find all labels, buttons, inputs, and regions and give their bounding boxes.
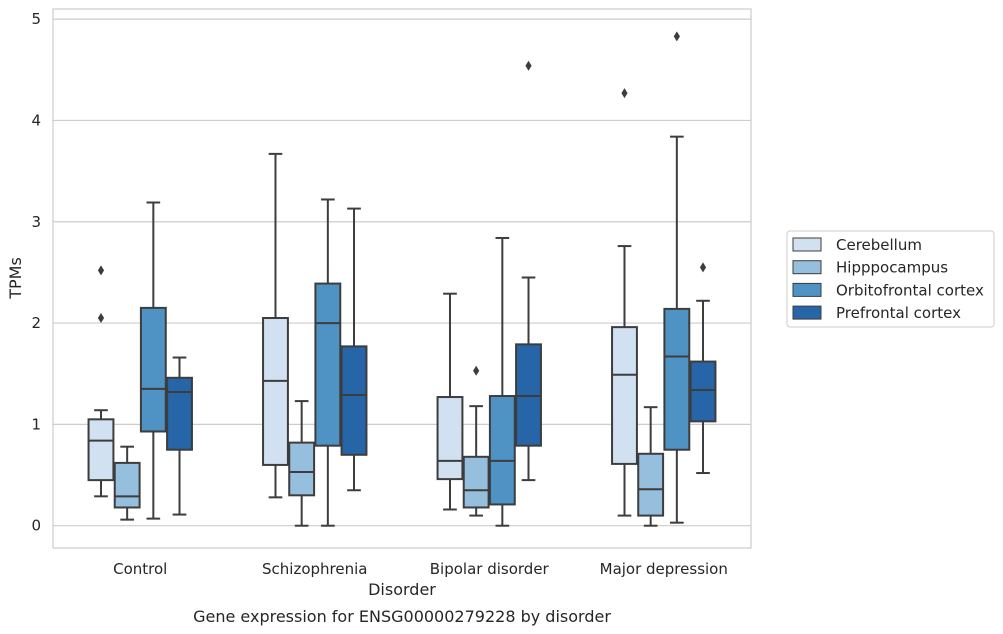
box-3-3 xyxy=(689,262,717,475)
box-3-1 xyxy=(340,207,368,492)
x-tick-label: Schizophrenia xyxy=(262,560,367,578)
legend-swatch xyxy=(792,282,822,297)
box-0-3 xyxy=(611,88,638,517)
box-iqr xyxy=(139,306,167,433)
y-tick-label: 0 xyxy=(31,517,41,535)
box-iqr xyxy=(689,360,717,423)
legend-label: Orbitofrontal cortex xyxy=(836,281,984,299)
legend-label: Hipppocampus xyxy=(836,259,948,277)
box-iqr xyxy=(488,395,516,506)
x-axis-label: Disorder xyxy=(368,580,436,599)
box-iqr xyxy=(515,343,542,447)
legend-swatch xyxy=(792,260,822,275)
box-3-2 xyxy=(515,60,542,482)
legend-label: Prefrontal cortex xyxy=(836,304,961,322)
box-1-2 xyxy=(462,365,490,517)
y-axis-label: TPMs xyxy=(6,257,25,300)
outlier-point xyxy=(97,265,105,276)
box-iqr xyxy=(87,418,115,482)
box-2-0 xyxy=(139,201,167,520)
y-tick-label: 3 xyxy=(31,213,41,231)
box-1-0 xyxy=(113,445,141,521)
y-tick-label: 1 xyxy=(31,415,41,433)
chart-caption: Gene expression for ENSG00000279228 by d… xyxy=(193,607,611,626)
box-iqr xyxy=(637,452,665,517)
legend-swatch xyxy=(792,237,822,252)
box-iqr xyxy=(113,461,141,509)
legend-label: Cerebellum xyxy=(836,236,922,254)
box-2-3 xyxy=(663,31,691,524)
outlier-point xyxy=(621,88,628,99)
legend: Cerebellum Hipppocampus Orbitofrontal cort… xyxy=(786,230,995,328)
legend-frame xyxy=(786,230,995,328)
outlier-point xyxy=(97,313,105,324)
box-iqr xyxy=(288,441,316,497)
y-tick-labels: 0 1 2 3 4 5 xyxy=(31,10,41,535)
box-iqr xyxy=(462,455,490,509)
box-0-0 xyxy=(87,265,115,498)
box-2-2 xyxy=(488,236,516,527)
x-tick-labels: Control Schizophrenia Bipolar disorder Majo… xyxy=(113,560,728,578)
box-1-3 xyxy=(637,406,665,527)
y-tick-label: 5 xyxy=(31,10,41,28)
box-plot-marks xyxy=(87,31,717,527)
x-tick-label: Bipolar disorder xyxy=(430,560,550,578)
outlier-point xyxy=(699,262,707,273)
outlier-point xyxy=(525,60,532,71)
box-0-1 xyxy=(262,152,289,499)
box-3-0 xyxy=(166,356,193,516)
box-iqr xyxy=(436,396,464,481)
box-iqr xyxy=(262,317,289,466)
box-0-2 xyxy=(436,292,464,511)
x-tick-label: Major depression xyxy=(600,560,728,578)
y-tick-label: 4 xyxy=(31,111,41,129)
box-iqr xyxy=(663,307,691,451)
box-iqr xyxy=(340,345,368,456)
box-iqr xyxy=(166,376,193,451)
y-tick-label: 2 xyxy=(31,314,41,332)
box-2-1 xyxy=(314,198,342,527)
box-iqr xyxy=(314,282,342,447)
plot-frame xyxy=(52,8,752,549)
box-1-1 xyxy=(288,400,316,527)
legend-swatch xyxy=(792,305,822,320)
outlier-point xyxy=(473,365,480,376)
x-tick-label: Control xyxy=(113,560,167,578)
grid-lines xyxy=(53,18,751,527)
box-iqr xyxy=(611,326,638,465)
outlier-point xyxy=(673,31,680,42)
